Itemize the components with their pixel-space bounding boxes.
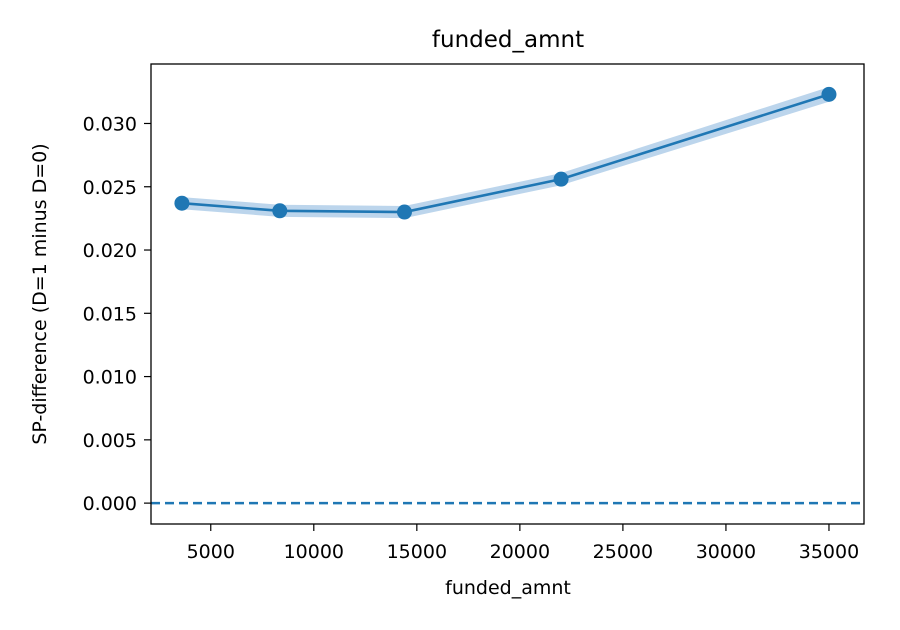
y-tick-label: 0.005 bbox=[83, 430, 137, 452]
chart-title: funded_amnt bbox=[432, 27, 584, 53]
y-tick-label: 0.030 bbox=[83, 113, 137, 135]
x-tick-label: 30000 bbox=[696, 541, 756, 563]
x-axis-label: funded_amnt bbox=[445, 577, 571, 599]
x-tick-label: 20000 bbox=[490, 541, 550, 563]
y-tick-label: 0.015 bbox=[83, 303, 137, 325]
confidence-band bbox=[180, 87, 830, 219]
data-point bbox=[821, 86, 837, 102]
plot-frame bbox=[150, 63, 865, 525]
data-point bbox=[174, 195, 190, 211]
y-axis-ticks: 0.000 0.005 0.010 0.015 0.020 0.025 0.030 bbox=[83, 113, 151, 515]
y-tick-label: 0.025 bbox=[83, 177, 137, 199]
data-point bbox=[396, 204, 412, 220]
y-tick-label: 0.020 bbox=[83, 240, 137, 262]
x-tick-label: 15000 bbox=[387, 541, 447, 563]
plot-area bbox=[150, 63, 865, 525]
x-tick-label: 25000 bbox=[593, 541, 653, 563]
y-tick-label: 0.000 bbox=[83, 493, 137, 515]
x-axis-ticks: 5000 10000 15000 20000 25000 30000 35000 bbox=[187, 524, 859, 563]
x-tick-label: 35000 bbox=[799, 541, 859, 563]
data-point bbox=[272, 203, 288, 219]
x-tick-label: 10000 bbox=[284, 541, 344, 563]
y-tick-label: 0.010 bbox=[83, 367, 137, 389]
data-point bbox=[553, 171, 569, 187]
y-axis-label: SP-difference (D=1 minus D=0) bbox=[29, 143, 51, 444]
x-tick-label: 5000 bbox=[187, 541, 235, 563]
